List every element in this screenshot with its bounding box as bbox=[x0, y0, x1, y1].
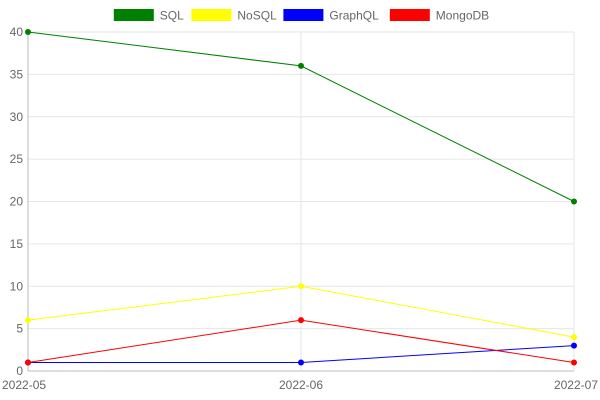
y-tick-label: 20 bbox=[10, 195, 24, 209]
data-point-mongodb[interactable] bbox=[298, 317, 304, 324]
legend-label: NoSQL bbox=[237, 9, 277, 23]
data-point-graphql[interactable] bbox=[298, 359, 304, 366]
data-point-mongodb[interactable] bbox=[25, 359, 31, 366]
data-point-sql[interactable] bbox=[571, 198, 577, 205]
data-point-nosql[interactable] bbox=[298, 283, 304, 290]
legend-item-graphql[interactable]: GraphQL bbox=[283, 9, 379, 23]
y-tick-label: 40 bbox=[10, 25, 24, 39]
axes: 0 5 10 15 20 25 30 35 40 2022-05 2022-06 2022-07 bbox=[2, 25, 598, 392]
y-tick-label: 5 bbox=[16, 322, 23, 336]
y-tick-label: 10 bbox=[10, 279, 24, 293]
legend-swatch bbox=[191, 9, 232, 21]
x-tick-label: 2022-05 bbox=[2, 378, 46, 392]
y-tick-label: 15 bbox=[10, 237, 24, 251]
data-point-sql[interactable] bbox=[25, 29, 31, 35]
data-point-mongodb[interactable] bbox=[571, 359, 577, 366]
legend-swatch bbox=[283, 9, 324, 21]
legend[interactable]: SQL NoSQL GraphQL MongoDB bbox=[113, 9, 489, 23]
legend-item-mongodb[interactable]: MongoDB bbox=[389, 9, 489, 23]
data-point-graphql[interactable] bbox=[571, 342, 577, 349]
legend-label: SQL bbox=[160, 9, 184, 23]
legend-item-sql[interactable]: SQL bbox=[113, 9, 184, 23]
y-tick-label: 30 bbox=[10, 110, 24, 124]
legend-swatch bbox=[389, 9, 430, 21]
data-point-nosql[interactable] bbox=[25, 317, 31, 324]
grid bbox=[27, 31, 575, 372]
x-tick-label: 2022-07 bbox=[554, 378, 598, 392]
legend-label: MongoDB bbox=[436, 9, 489, 23]
y-tick-label: 25 bbox=[10, 152, 24, 166]
data-point-nosql[interactable] bbox=[571, 334, 577, 341]
legend-label: GraphQL bbox=[329, 9, 379, 23]
legend-item-nosql[interactable]: NoSQL bbox=[191, 9, 277, 23]
legend-swatch bbox=[113, 9, 154, 21]
data-point-sql[interactable] bbox=[298, 62, 304, 69]
series-group bbox=[25, 29, 577, 366]
y-tick-label: 35 bbox=[10, 67, 24, 81]
y-tick-label: 0 bbox=[16, 364, 23, 378]
x-tick-label: 2022-06 bbox=[279, 378, 323, 392]
